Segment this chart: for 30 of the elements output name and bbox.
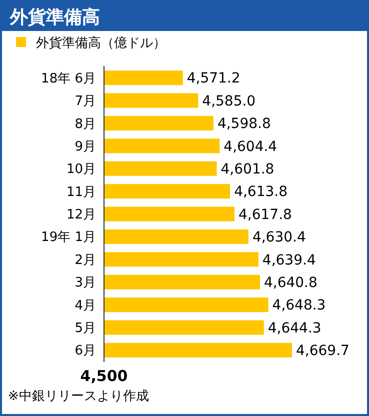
data-label: 4,644.3 — [268, 320, 322, 336]
y-tick-label: 9月 — [74, 139, 96, 154]
data-label: 4,640.8 — [264, 275, 318, 291]
y-tick-label: 7月 — [74, 94, 96, 110]
y-tick-label: 6月 — [74, 344, 96, 359]
y-tick-label: 3月 — [74, 276, 96, 291]
y-tick-label: 18年 6月 — [41, 71, 96, 86]
text: 4,500 — [80, 367, 128, 385]
data-label: 4,648.3 — [272, 298, 326, 314]
y-tick-label: 5月 — [74, 321, 96, 336]
data-label: 4,585.0 — [202, 93, 256, 110]
y-tick-label: 2月 — [74, 252, 96, 268]
data-label: 4,598.8 — [217, 116, 271, 132]
chart-title: 外貨準備高 — [9, 7, 100, 28]
text: ※中銀リリースより作成 — [8, 389, 149, 404]
data-label: 4,571.2 — [186, 70, 240, 87]
data-label: 4,601.8 — [220, 162, 274, 178]
legend-label: 外貨準備高（億ドル） — [36, 35, 166, 51]
data-label: 4,613.8 — [234, 184, 288, 200]
data-label: 4,669.7 — [296, 343, 350, 360]
y-tick-label: 19年 1月 — [41, 230, 96, 246]
data-label: 4,617.8 — [238, 206, 292, 223]
data-label: 4,604.4 — [224, 138, 278, 155]
data-label: 4,630.4 — [252, 230, 306, 246]
y-tick-label: 12月 — [66, 208, 96, 223]
y-tick-label: 10月 — [66, 162, 96, 178]
y-tick-label: 8月 — [74, 116, 96, 132]
y-tick-label: 4月 — [74, 298, 96, 314]
data-label: 4,639.4 — [262, 252, 316, 268]
y-tick-label: 11月 — [66, 184, 96, 200]
